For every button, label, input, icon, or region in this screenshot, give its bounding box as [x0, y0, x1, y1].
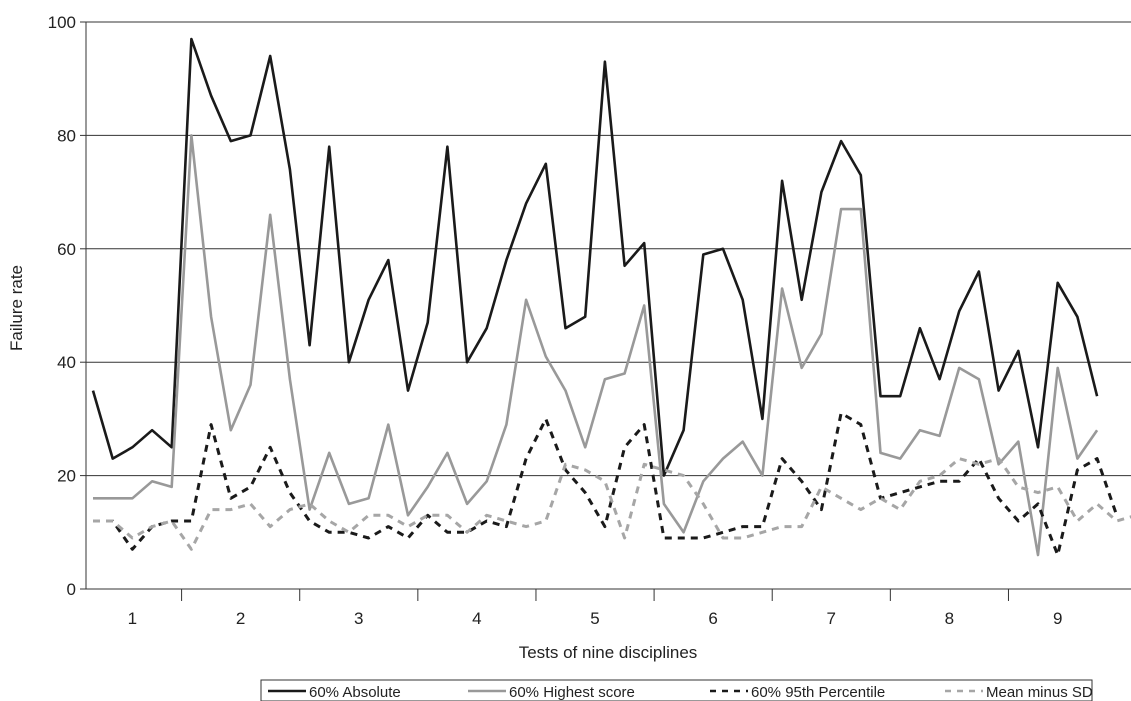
- x-tick-label: 5: [590, 609, 599, 628]
- x-tick-label: 8: [945, 609, 954, 628]
- series-line-4: [93, 457, 1131, 551]
- x-tick-label: 6: [708, 609, 717, 628]
- gridlines: [86, 21, 1131, 477]
- x-axis: 1 2 3 4 5 6 7 8 9: [86, 588, 1131, 628]
- legend-box: [260, 679, 1093, 701]
- x-axis-title: Tests of nine disciplines: [519, 643, 698, 662]
- y-tick-label: 80: [57, 126, 76, 145]
- y-tick-label: 40: [57, 353, 76, 372]
- series-line-2: [93, 134, 1099, 557]
- legend-label: 60% Highest score: [509, 684, 635, 701]
- y-axis: 0 20 40 60 80 100: [48, 13, 87, 599]
- legend-label: 60% Absolute: [309, 684, 401, 701]
- legend-label: Mean minus SD: [986, 684, 1093, 701]
- x-tick-label: 4: [472, 609, 481, 628]
- y-tick-label: 60: [57, 240, 76, 259]
- legend-label: 60% 95th Percentile: [751, 684, 885, 701]
- x-tick-label: 3: [354, 609, 363, 628]
- y-tick-label: 100: [48, 13, 76, 32]
- x-tick-label: 9: [1053, 609, 1062, 628]
- x-tick-label: 2: [236, 609, 245, 628]
- series-layer: [91, 37, 1131, 557]
- series-line-1: [91, 37, 1099, 477]
- x-tick-label: 7: [827, 609, 836, 628]
- legend: 60% Absolute 60% Highest score 60% 95th Pe…: [260, 679, 1093, 701]
- y-axis-title: Failure rate: [7, 265, 26, 351]
- y-tick-label: 20: [57, 467, 76, 486]
- x-tick-label: 1: [128, 609, 137, 628]
- series-line-3: [93, 411, 1119, 557]
- y-tick-label: 0: [67, 580, 76, 599]
